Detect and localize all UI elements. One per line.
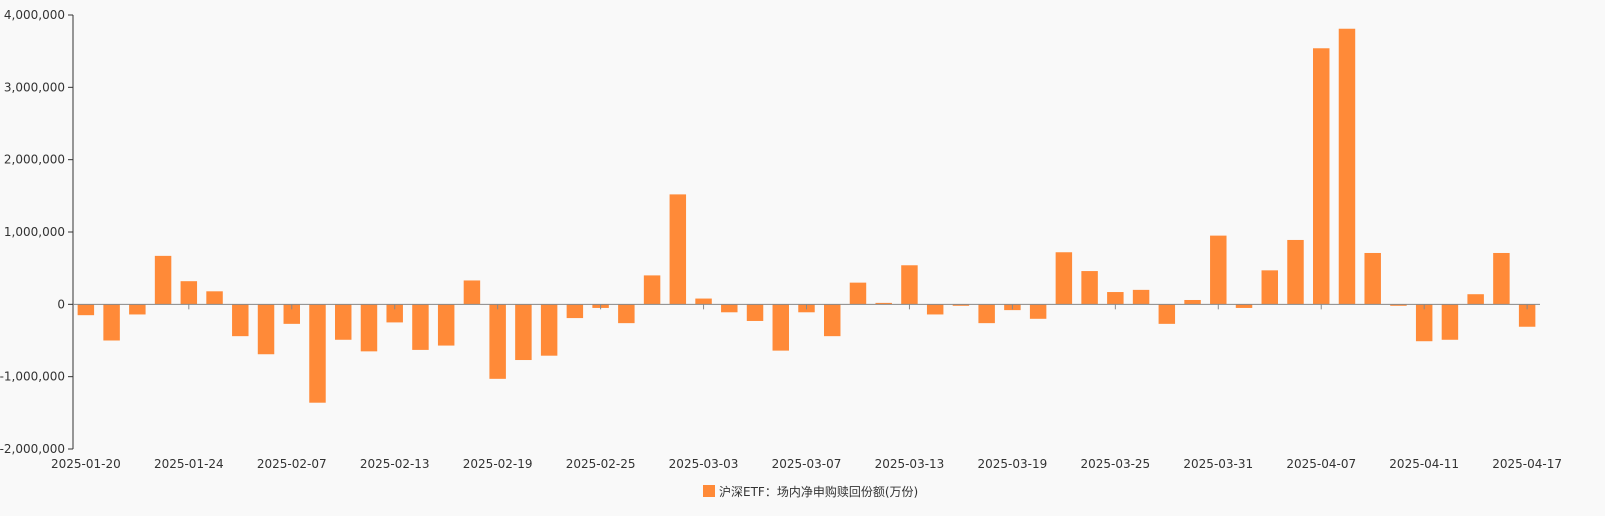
axes-layer: 4,000,000 3,000,000 2,000,000 1,000,000 0 -1,… [0,8,1562,471]
x-tick-label: 2025-01-20 [51,457,121,471]
bar[interactable] [540,304,558,356]
bar[interactable] [618,304,635,324]
bars-layer [77,28,1536,403]
bar[interactable] [283,304,300,324]
bar[interactable] [875,302,892,305]
y-tick-label: 1,000,000 [4,225,65,239]
bar[interactable] [824,304,841,337]
bar[interactable] [952,304,970,306]
bar[interactable] [360,304,378,352]
bar[interactable] [1210,235,1227,305]
bar[interactable] [129,304,146,315]
bar[interactable] [257,304,275,355]
x-tick-label: 2025-04-11 [1389,457,1459,471]
y-tick-label: 0 [57,297,65,311]
bar[interactable] [1107,292,1124,305]
bar[interactable] [1313,48,1330,305]
bar[interactable] [1415,304,1433,342]
legend[interactable]: 沪深ETF：场内净申购赎回份额(万份) [703,484,918,499]
bar[interactable] [1493,252,1510,305]
bar[interactable] [515,304,532,361]
bar[interactable] [1518,304,1536,327]
x-tick-label: 2025-01-24 [154,457,224,471]
x-tick-label: 2025-03-19 [978,457,1048,471]
bar[interactable] [232,304,249,337]
bar[interactable] [154,255,172,305]
bar[interactable] [1338,28,1356,305]
bar[interactable] [412,304,429,350]
bar[interactable] [721,304,738,313]
bar[interactable] [1390,304,1407,306]
bar[interactable] [669,194,687,305]
bar[interactable] [772,304,789,351]
bar[interactable] [926,304,944,315]
bar[interactable] [1081,271,1098,305]
x-tick-label: 2025-03-31 [1183,457,1253,471]
bar[interactable] [1467,294,1484,305]
y-tick-label: 2,000,000 [4,153,65,167]
bar[interactable] [1261,270,1278,305]
x-tick-label: 2025-03-07 [772,457,842,471]
bar[interactable] [489,304,506,379]
x-tick-label: 2025-02-25 [566,457,636,471]
bar[interactable] [437,304,455,346]
bar[interactable] [1029,304,1047,319]
x-tick-label: 2025-02-19 [463,457,533,471]
x-tick-label: 2025-04-07 [1286,457,1356,471]
bar[interactable] [1287,239,1304,305]
bar[interactable] [978,304,995,324]
y-tick-label: -2,000,000 [0,442,65,456]
x-tick-label: 2025-04-17 [1492,457,1562,471]
y-tick-label: 3,000,000 [4,80,65,94]
bar[interactable] [309,304,326,403]
bar[interactable] [180,281,198,305]
legend-label[interactable]: 沪深ETF：场内净申购赎回份额(万份) [719,484,918,499]
bar[interactable] [746,304,764,321]
x-tick-label: 2025-03-13 [875,457,945,471]
bar[interactable] [849,282,867,305]
bar[interactable] [386,304,403,323]
legend-swatch[interactable] [703,485,715,497]
y-tick-label: 4,000,000 [4,8,65,22]
bar[interactable] [77,304,95,316]
bar[interactable] [463,280,481,305]
x-tick-label: 2025-02-07 [257,457,327,471]
bar[interactable] [1441,304,1459,340]
x-tick-label: 2025-03-03 [669,457,739,471]
bar[interactable] [695,298,712,305]
bar[interactable] [1184,299,1201,305]
x-tick-label: 2025-03-25 [1080,457,1150,471]
bar[interactable] [1364,252,1381,305]
bar[interactable] [1132,289,1150,305]
bar[interactable] [1158,304,1176,324]
bar[interactable] [1235,304,1253,308]
bar[interactable] [335,304,352,340]
y-tick-label: -1,000,000 [0,370,65,384]
x-tick-label: 2025-02-13 [360,457,430,471]
bar[interactable] [566,304,584,319]
bar[interactable] [901,265,918,305]
bar[interactable] [1055,252,1073,305]
bar[interactable] [103,304,120,341]
bar[interactable] [206,291,223,305]
bar[interactable] [643,275,661,305]
